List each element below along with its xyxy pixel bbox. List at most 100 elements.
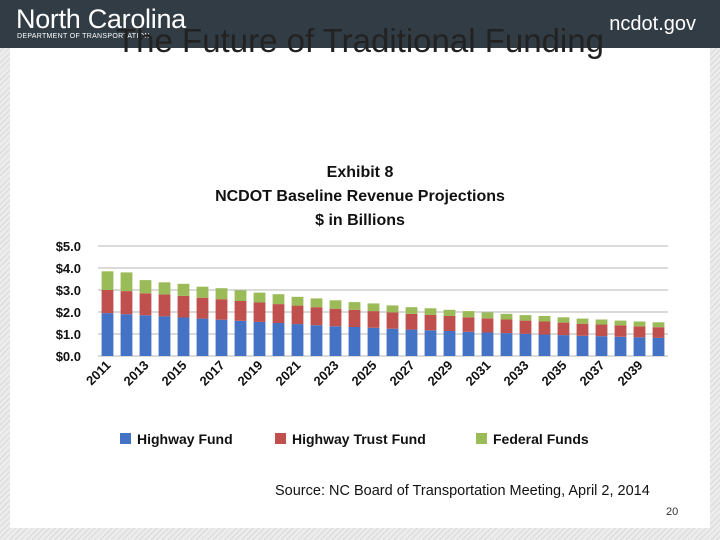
bar-segment — [196, 318, 209, 356]
bar-segment — [120, 314, 133, 356]
chart-bars — [101, 271, 665, 356]
bar-segment — [215, 288, 228, 300]
bar-segment — [595, 336, 608, 356]
x-tick-label: 2035 — [539, 358, 570, 389]
bar-segment — [405, 313, 418, 330]
bar-segment — [120, 291, 133, 315]
bar-segment — [424, 308, 437, 315]
bar-segment — [519, 320, 532, 334]
bar-segment — [329, 326, 342, 356]
bar-segment — [652, 322, 665, 328]
chart-gridlines — [98, 245, 668, 357]
bar-segment — [196, 286, 209, 298]
bar-segment — [310, 298, 323, 308]
x-tick-label: 2039 — [615, 358, 646, 389]
x-tick-label: 2031 — [463, 358, 494, 389]
bar-segment — [329, 308, 342, 327]
bar-segment — [481, 312, 494, 319]
x-tick-label: 2019 — [235, 358, 266, 389]
bar-segment — [348, 327, 361, 356]
x-tick-label: 2017 — [197, 358, 228, 389]
bar-segment — [538, 321, 551, 335]
bar-segment — [557, 322, 570, 336]
bar-segment — [633, 326, 646, 338]
bar-segment — [177, 317, 190, 356]
bar-segment — [272, 294, 285, 305]
y-tick-label: $0.0 — [56, 349, 81, 364]
y-tick-label: $4.0 — [56, 261, 81, 276]
bar-segment — [443, 330, 456, 356]
chart-title-line-2: NCDOT Baseline Revenue Projections — [215, 188, 505, 205]
bar-segment — [652, 327, 665, 338]
bar-segment — [462, 311, 475, 318]
bar-segment — [424, 330, 437, 356]
bar-segment — [538, 316, 551, 322]
bar-segment — [272, 323, 285, 356]
x-tick-label: 2013 — [121, 358, 152, 389]
bar-segment — [481, 318, 494, 333]
bar-segment — [519, 333, 532, 356]
bar-segment — [519, 315, 532, 321]
legend-label: Federal Funds — [493, 431, 589, 447]
bar-segment — [538, 334, 551, 356]
x-axis-labels: 2011 2013 2015 2017 2019 2021 2023 2025 2027 2029… — [83, 358, 646, 389]
bar-segment — [652, 337, 665, 356]
legend-label: Highway Fund — [137, 431, 233, 447]
bar-segment — [158, 294, 171, 317]
x-tick-label: 2023 — [311, 358, 342, 389]
bar-segment — [576, 323, 589, 336]
bar-segment — [386, 305, 399, 313]
x-tick-label: 2021 — [273, 358, 304, 389]
bar-segment — [139, 315, 152, 356]
slide-title: The Future of Traditional Funding — [116, 22, 604, 59]
legend-swatch — [120, 433, 131, 444]
bar-segment — [139, 280, 152, 294]
org-logo-name: North Carolina — [16, 4, 186, 34]
bar-segment — [481, 332, 494, 356]
y-tick-label: $5.0 — [56, 239, 81, 254]
x-tick-label: 2015 — [159, 358, 190, 389]
bar-segment — [614, 336, 627, 356]
bar-segment — [386, 312, 399, 329]
x-tick-label: 2025 — [349, 358, 380, 389]
bar-segment — [367, 303, 380, 312]
legend-swatch — [476, 433, 487, 444]
bar-segment — [557, 335, 570, 356]
bar-segment — [462, 317, 475, 332]
site-url: ncdot.gov — [609, 13, 696, 35]
bar-segment — [158, 316, 171, 356]
bar-segment — [576, 335, 589, 356]
bar-segment — [310, 325, 323, 356]
y-tick-label: $2.0 — [56, 305, 81, 320]
bar-segment — [443, 309, 456, 316]
y-axis-labels: $0.0 $1.0 $2.0 $3.0 $4.0 $5.0 — [56, 239, 81, 364]
bar-segment — [253, 321, 266, 356]
bar-segment — [215, 319, 228, 356]
bar-segment — [462, 331, 475, 356]
bar-segment — [310, 307, 323, 326]
bar-segment — [595, 319, 608, 325]
bar-segment — [348, 302, 361, 310]
source-note: Source: NC Board of Transportation Meeti… — [275, 483, 650, 499]
chart-title-line-3: $ in Billions — [315, 212, 405, 229]
bar-segment — [234, 320, 247, 356]
bar-segment — [367, 311, 380, 328]
x-tick-label: 2029 — [425, 358, 456, 389]
chart-legend: Highway Fund Highway Trust Fund Federal Fu… — [120, 431, 589, 447]
bar-segment — [633, 321, 646, 327]
bar-segment — [177, 283, 190, 296]
header-bar: North Carolina DEPARTMENT OF TRANSPORTAT… — [0, 0, 720, 48]
bar-segment — [215, 299, 228, 320]
bar-segment — [329, 300, 342, 309]
bar-segment — [291, 324, 304, 356]
bar-segment — [424, 314, 437, 331]
bar-segment — [234, 301, 247, 321]
legend-label: Highway Trust Fund — [292, 431, 426, 447]
bar-segment — [101, 271, 114, 290]
bar-segment — [291, 296, 304, 306]
org-logo-subtitle: DEPARTMENT OF TRANSPORTATION — [17, 33, 150, 40]
x-tick-label: 2033 — [501, 358, 532, 389]
x-tick-label: 2027 — [387, 358, 418, 389]
bar-segment — [633, 337, 646, 356]
